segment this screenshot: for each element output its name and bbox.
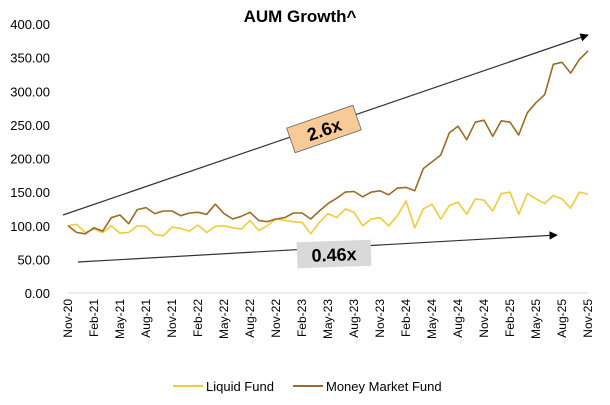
x-tick-label: Nov-20 [61, 299, 75, 338]
x-tick-label: Nov-24 [477, 299, 491, 338]
y-tick-label: 200.00 [10, 152, 50, 167]
x-tick-label: Feb-23 [295, 299, 309, 337]
x-tick-label: Nov-25 [581, 299, 595, 338]
liquid-growth-label: 0.46x [297, 240, 372, 269]
x-tick-label: Aug-25 [555, 299, 569, 338]
y-tick-label: 150.00 [10, 185, 50, 200]
y-tick-label: 50.00 [17, 252, 50, 267]
series-line-liquid-fund [68, 192, 588, 236]
x-tick-label: Aug-23 [347, 299, 361, 338]
x-tick-label: Feb-25 [503, 299, 517, 337]
y-tick-label: 100.00 [10, 219, 50, 234]
liquid-growth-label-text: 0.46x [311, 244, 357, 266]
legend-label-liquid-fund: Liquid Fund [206, 379, 274, 394]
x-tick-label: Nov-21 [165, 299, 179, 338]
x-tick-label: May-22 [217, 299, 231, 339]
y-tick-label: 300.00 [10, 84, 50, 99]
x-tick-label: May-23 [321, 299, 335, 339]
y-tick-label: 0.00 [25, 286, 50, 301]
trend-arrows [63, 35, 588, 262]
x-tick-label: May-21 [113, 299, 127, 339]
legend: Liquid Fund Money Market Fund [173, 379, 442, 394]
x-tick-label: Feb-22 [191, 299, 205, 337]
x-tick-label: Feb-24 [399, 299, 413, 337]
series-line-money-market-fund [68, 51, 588, 234]
x-tick-label: May-25 [529, 299, 543, 339]
x-tick-label: May-24 [425, 299, 439, 339]
mmf-growth-label: 2.6x [287, 105, 362, 152]
y-axis: 0.00 50.00 100.00 150.00 200.00 250.00 300.00 3… [10, 17, 50, 301]
legend-label-money-market-fund: Money Market Fund [326, 379, 442, 394]
x-tick-label: Nov-22 [269, 299, 283, 338]
x-tick-label: Aug-22 [243, 299, 257, 338]
x-tick-label: Aug-21 [139, 299, 153, 338]
y-tick-label: 250.00 [10, 118, 50, 133]
series-lines [68, 51, 588, 236]
x-tick-label: Nov-23 [373, 299, 387, 338]
x-axis: Nov-20 Feb-21 May-21 Aug-21 Nov-21 Feb-22 May-… [61, 293, 595, 339]
chart-title: AUM Growth^ [244, 7, 357, 26]
y-tick-label: 350.00 [10, 51, 50, 66]
x-tick-label: Aug-24 [451, 299, 465, 338]
x-tick-label: Feb-21 [87, 299, 101, 337]
y-tick-label: 400.00 [10, 17, 50, 32]
